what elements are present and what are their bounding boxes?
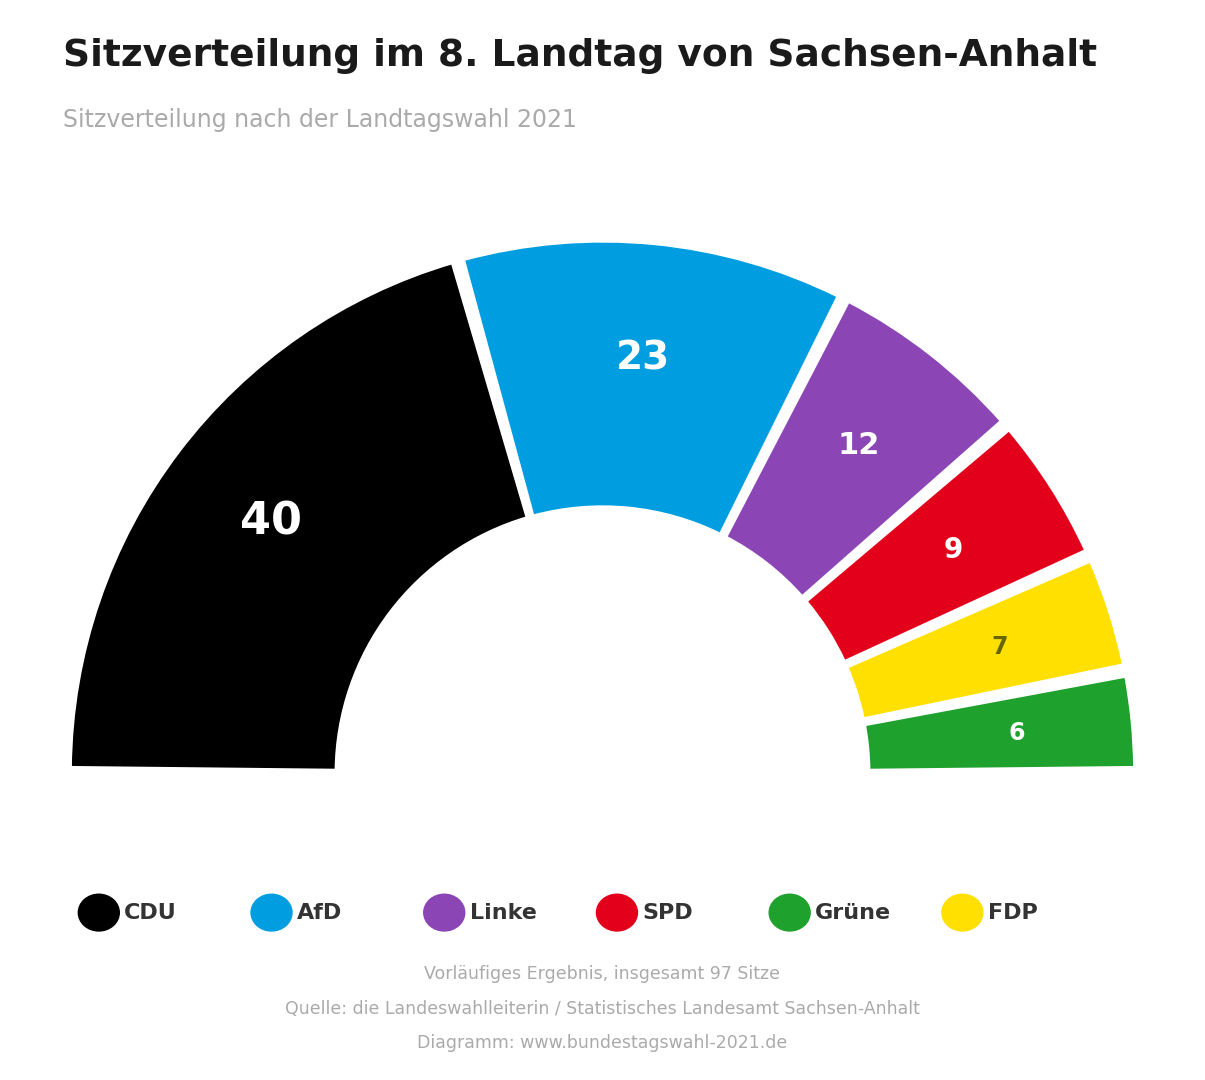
Text: 9: 9	[944, 536, 963, 564]
Text: Diagramm: www.bundestagswahl-2021.de: Diagramm: www.bundestagswahl-2021.de	[417, 1035, 788, 1052]
Text: CDU: CDU	[124, 903, 177, 922]
Wedge shape	[864, 676, 1135, 770]
Text: Grüne: Grüne	[815, 903, 892, 922]
Text: Sitzverteilung im 8. Landtag von Sachsen-Anhalt: Sitzverteilung im 8. Landtag von Sachsen…	[63, 38, 1097, 73]
Text: 40: 40	[240, 501, 301, 543]
Text: 23: 23	[616, 340, 670, 378]
Text: 12: 12	[837, 431, 880, 460]
Text: Vorläufiges Ergebnis, insgesamt 97 Sitze: Vorläufiges Ergebnis, insgesamt 97 Sitze	[424, 966, 781, 983]
Wedge shape	[463, 241, 839, 535]
Text: Quelle: die Landeswahlleiterin / Statistisches Landesamt Sachsen-Anhalt: Quelle: die Landeswahlleiterin / Statist…	[286, 1000, 919, 1017]
Text: Linke: Linke	[470, 903, 536, 922]
Text: Sitzverteilung nach der Landtagswahl 2021: Sitzverteilung nach der Landtagswahl 202…	[63, 108, 576, 132]
Text: SPD: SPD	[642, 903, 693, 922]
Wedge shape	[806, 430, 1086, 662]
Text: 7: 7	[991, 635, 1007, 659]
Text: FDP: FDP	[988, 903, 1038, 922]
Text: AfD: AfD	[296, 903, 342, 922]
Wedge shape	[725, 301, 1001, 597]
Text: 6: 6	[1009, 720, 1025, 745]
Wedge shape	[847, 561, 1124, 719]
Wedge shape	[70, 262, 528, 770]
